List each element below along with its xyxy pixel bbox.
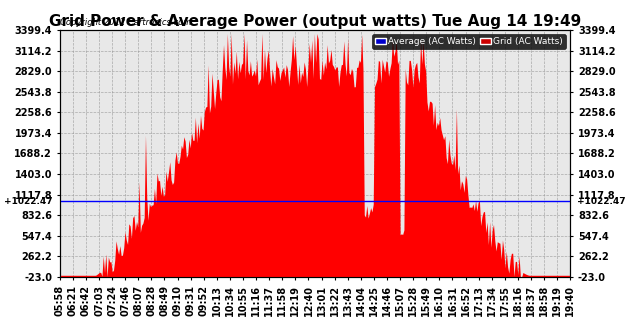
Title: Grid Power & Average Power (output watts) Tue Aug 14 19:49: Grid Power & Average Power (output watts… <box>49 14 581 29</box>
Legend: Average (AC Watts), Grid (AC Watts): Average (AC Watts), Grid (AC Watts) <box>372 35 566 49</box>
Text: Copyright 2012 Cartronics.com: Copyright 2012 Cartronics.com <box>60 19 192 28</box>
Text: +1022.47: +1022.47 <box>577 197 626 206</box>
Text: +1022.47: +1022.47 <box>4 197 53 206</box>
